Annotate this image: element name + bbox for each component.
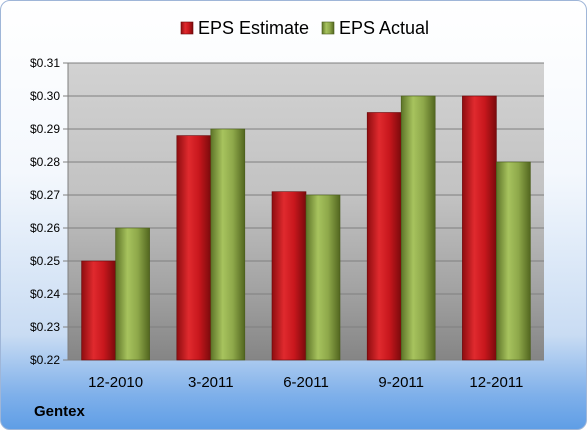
legend-swatch-estimate (180, 21, 194, 35)
legend: EPS Estimate EPS Actual (180, 18, 429, 38)
x-tick-label: 3-2011 (188, 374, 234, 391)
x-tick-label: 9-2011 (378, 374, 424, 391)
bar-eps-actual (496, 161, 531, 361)
bar-eps-actual (305, 194, 341, 361)
y-tick-label: $0.25 (30, 254, 60, 268)
y-tick-label: $0.30 (30, 89, 60, 103)
legend-label-actual: EPS Actual (339, 18, 429, 38)
bar-eps-estimate (462, 95, 497, 361)
bar-eps-estimate (176, 135, 212, 361)
legend-swatch-actual (321, 21, 335, 35)
y-tick-label: $0.24 (30, 287, 60, 301)
bar-eps-estimate (81, 260, 116, 361)
y-tick-label: $0.27 (30, 188, 60, 202)
bar-eps-actual (400, 95, 436, 361)
y-tick-label: $0.23 (30, 320, 60, 334)
bars (81, 95, 531, 361)
legend-label-estimate: EPS Estimate (198, 18, 309, 38)
y-tick-label: $0.22 (30, 353, 60, 367)
x-axis-ticks: 12-2010 3-2011 6-2011 9-2011 12-2011 (88, 374, 523, 391)
company-name: Gentex (34, 403, 85, 420)
y-tick-label: $0.29 (30, 122, 60, 136)
x-tick-label: 12-2010 (88, 374, 143, 391)
bar-eps-estimate (366, 112, 402, 361)
y-axis-ticks: $0.22 $0.23 $0.24 $0.25 $0.26 $0.27 $0.28 $0.29… (30, 56, 60, 367)
bar-eps-estimate (271, 191, 307, 361)
bar-eps-actual (115, 227, 150, 361)
y-tick-label: $0.26 (30, 221, 60, 235)
x-tick-label: 12-2011 (469, 374, 523, 391)
y-tick-label: $0.28 (30, 155, 60, 169)
bar-eps-actual (210, 128, 246, 361)
x-tick-label: 6-2011 (283, 374, 329, 391)
y-tick-label: $0.31 (30, 56, 60, 70)
